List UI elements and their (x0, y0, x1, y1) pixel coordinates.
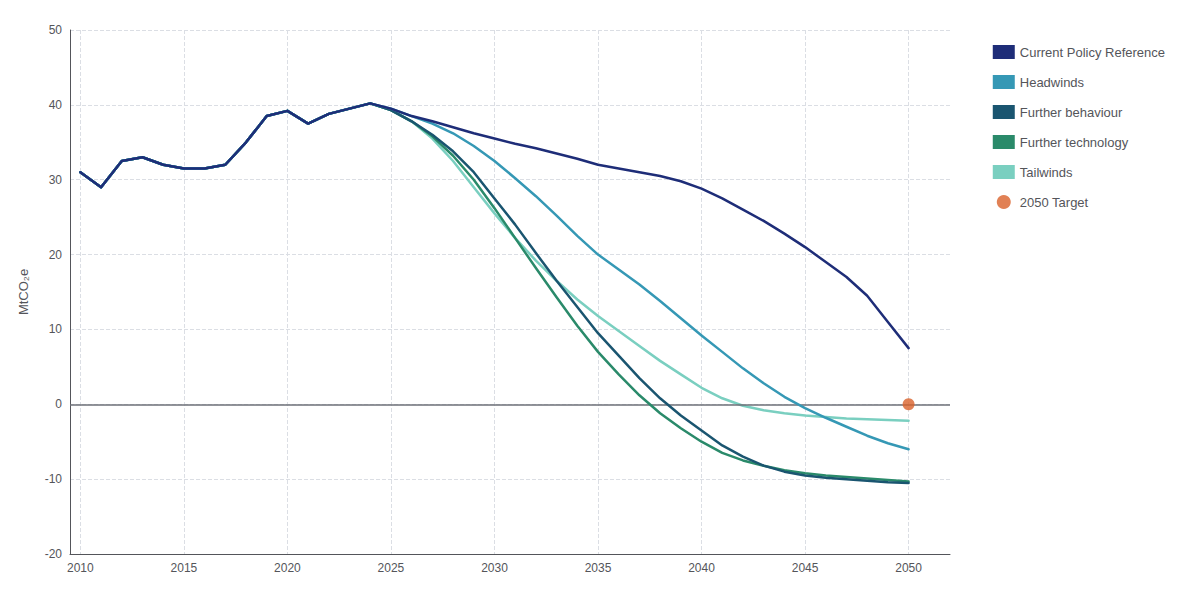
svg-text:2050 Target: 2050 Target (1020, 195, 1089, 210)
svg-text:2025: 2025 (378, 561, 405, 575)
svg-text:2030: 2030 (481, 561, 508, 575)
svg-text:2015: 2015 (171, 561, 198, 575)
svg-text:10: 10 (49, 322, 63, 336)
svg-text:50: 50 (49, 23, 63, 37)
svg-text:Current Policy Reference: Current Policy Reference (1020, 45, 1165, 60)
svg-text:2020: 2020 (274, 561, 301, 575)
svg-text:Headwinds: Headwinds (1020, 75, 1085, 90)
svg-text:2050: 2050 (895, 561, 922, 575)
svg-text:30: 30 (49, 173, 63, 187)
svg-text:2040: 2040 (688, 561, 715, 575)
svg-text:0: 0 (55, 397, 62, 411)
svg-text:-20: -20 (45, 547, 63, 561)
svg-text:MtCO₂e: MtCO₂e (16, 269, 31, 315)
svg-text:Further technology: Further technology (1020, 135, 1129, 150)
svg-text:2010: 2010 (67, 561, 94, 575)
svg-text:-10: -10 (45, 472, 63, 486)
svg-text:40: 40 (49, 98, 63, 112)
svg-text:Further behaviour: Further behaviour (1020, 105, 1123, 120)
svg-text:20: 20 (49, 248, 63, 262)
svg-text:2045: 2045 (792, 561, 819, 575)
svg-text:Tailwinds: Tailwinds (1020, 165, 1073, 180)
svg-text:2035: 2035 (585, 561, 612, 575)
